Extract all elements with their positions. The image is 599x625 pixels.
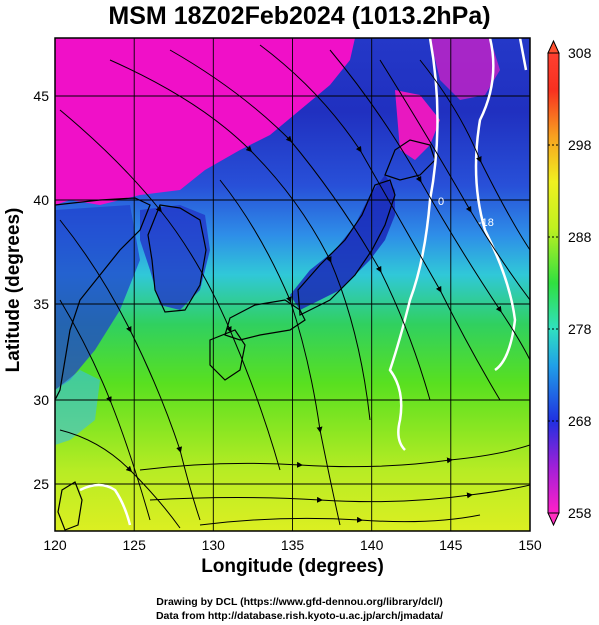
colorbar: 258 268 278 288 298 308 [547,39,592,527]
plot-area: 0 -18 [55,38,530,531]
x-tick-130: 130 [202,537,226,553]
x-tick-135: 135 [281,537,305,553]
cb-tick-278: 278 [568,321,592,337]
credit-data: Data from http://database.rish.kyoto-u.a… [155,610,444,622]
streamlines [59,44,530,529]
x-tick-125: 125 [123,537,147,553]
cb-tick-298: 298 [568,137,592,153]
y-tick-30: 30 [33,392,49,408]
x-tick-150: 150 [518,537,542,553]
cb-tick-268: 268 [568,413,592,429]
colorbar-bottom-arrow [547,512,560,527]
x-axis-ticks: 120 125 130 135 140 145 150 [43,537,542,553]
contour-label-0: 0 [438,196,444,208]
credit-drawing: Drawing by DCL (https://www.gfd-dennou.o… [156,596,443,608]
x-tick-120: 120 [43,537,67,553]
y-tick-25: 25 [33,476,49,492]
x-tick-140: 140 [360,537,384,553]
cyan-zone [55,370,100,445]
colorbar-top-arrow [547,39,560,54]
cold-region-north [55,38,355,205]
chart-title: MSM 18Z02Feb2024 (1013.2hPa) [108,2,491,30]
colorbar-gradient [547,52,560,514]
x-tick-145: 145 [439,537,463,553]
y-axis-label: Latitude (degrees) [3,207,24,373]
plot-frame [54,37,531,532]
x-axis-label: Longitude (degrees) [201,556,384,577]
cb-tick-258: 258 [568,505,592,521]
y-tick-40: 40 [33,192,49,208]
y-axis-ticks: 25 30 35 40 45 [33,88,49,492]
y-tick-35: 35 [33,296,49,312]
y-tick-45: 45 [33,88,49,104]
cb-tick-288: 288 [568,229,592,245]
cold-region-far-north [430,38,500,100]
cb-tick-308: 308 [568,45,592,61]
